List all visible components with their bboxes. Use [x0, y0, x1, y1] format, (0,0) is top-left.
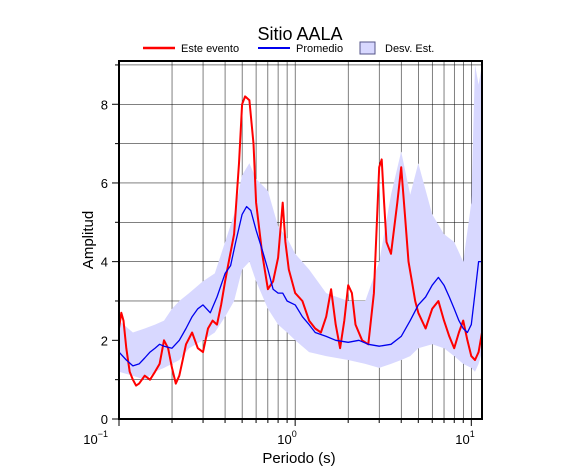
x-tick-3-exp: 1: [470, 429, 475, 439]
x-tick-2-exp: 0: [292, 429, 297, 439]
x-tick-labels: 10−1 100 101: [83, 429, 474, 447]
x-tick-1-exp: −1: [98, 429, 108, 439]
x-tick-label-3: 101: [455, 429, 474, 447]
plot-frame: [118, 60, 483, 420]
x-tick-3-base: 10: [455, 432, 469, 447]
plot-axes: [112, 60, 483, 426]
y-tick-label: 0: [101, 412, 108, 427]
mean-series-line: [118, 205, 482, 367]
y-tick-labels: 0 2 4 6 8: [101, 97, 108, 427]
x-tick-2-base: 10: [277, 432, 291, 447]
legend-mean-label: Promedio: [296, 43, 343, 55]
chart-title: Sitio AALA: [257, 24, 342, 44]
legend-event-label: Este evento: [181, 43, 239, 55]
x-tick-label-1: 10−1: [83, 429, 108, 447]
y-tick-label: 2: [101, 333, 108, 348]
legend-std-label: Desv. Est.: [385, 43, 434, 55]
x-tick-label-2: 100: [277, 429, 296, 447]
y-tick-label: 8: [101, 97, 108, 112]
y-axis-label: Amplitud: [80, 211, 97, 269]
legend-std-swatch: [359, 41, 376, 55]
y-tick-label: 6: [101, 176, 108, 191]
legend: Este evento Promedio Desv. Est.: [143, 41, 434, 55]
x-tick-1-base: 10: [83, 432, 97, 447]
std-deviation-band: [119, 64, 482, 380]
x-axis-label: Periodo (s): [262, 450, 335, 467]
event-series-line: [118, 95, 483, 387]
y-tick-label: 4: [101, 255, 108, 270]
